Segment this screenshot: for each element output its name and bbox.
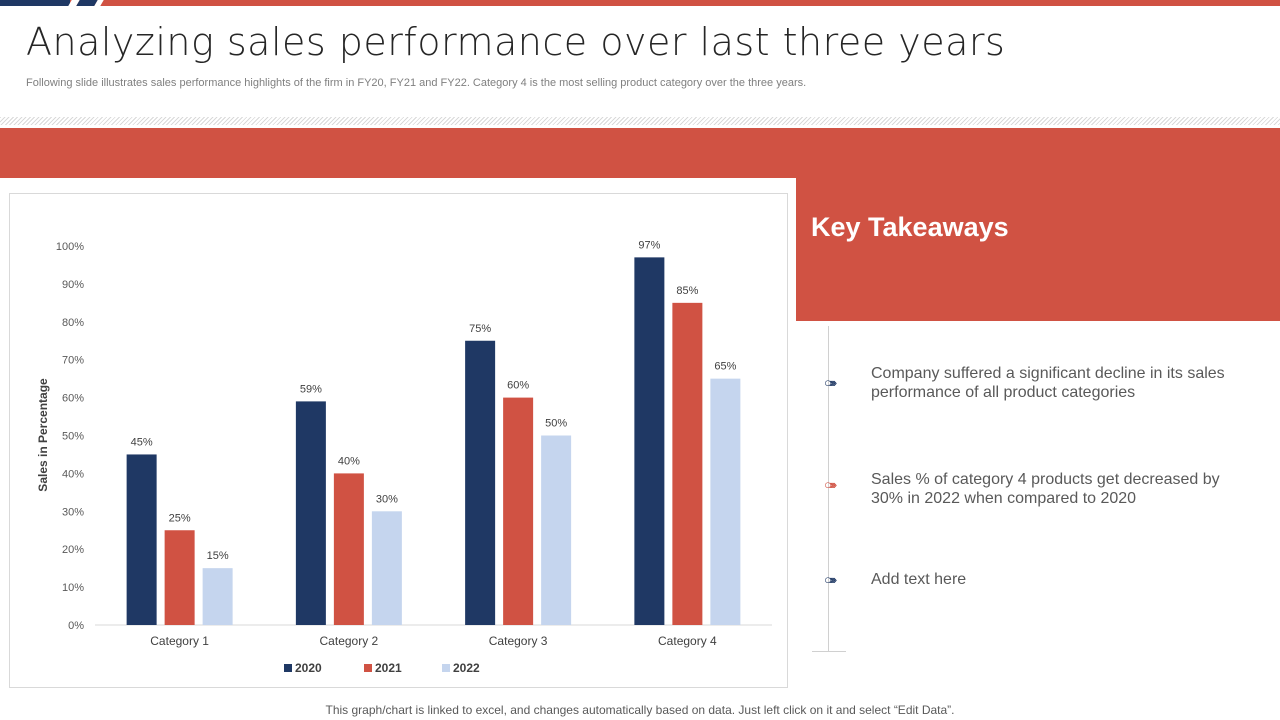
legend-label: 2022	[453, 661, 480, 675]
y-tick-label: 10%	[62, 582, 84, 594]
legend-swatch-2022	[442, 664, 450, 672]
y-tick-label: 30%	[62, 506, 84, 518]
takeaway-text: Add text here	[871, 571, 967, 588]
y-tick-label: 50%	[62, 431, 84, 443]
data-label: 45%	[131, 436, 153, 448]
bar-chart: 0% 10% 20% 30% 40% 50% 60% 70% 80% 90% 100% Sales i…	[36, 239, 772, 675]
chevrons-right-icon: ○››››	[824, 477, 837, 492]
y-tick-label: 20%	[62, 544, 84, 556]
page-title: Analyzing sales performance over last th…	[26, 20, 1006, 64]
hatch-divider	[0, 117, 1280, 125]
takeaway-text: Company suffered a significant decline i…	[871, 365, 1225, 401]
y-tick-label: 40%	[62, 468, 84, 480]
key-takeaways-heading: Key Takeaways	[811, 212, 1009, 242]
y-tick-label: 0%	[68, 620, 84, 632]
bar-2020-1	[126, 454, 157, 625]
timeline-line	[828, 326, 829, 652]
legend-label: 2021	[375, 661, 402, 675]
data-label: 75%	[469, 323, 491, 335]
x-tick-label: Category 4	[658, 634, 717, 648]
bar-2020-3	[465, 340, 496, 625]
takeaway-text: Sales % of category 4 products get decre…	[871, 471, 1220, 507]
data-label: 25%	[169, 512, 191, 524]
chevrons-right-icon: ○››››	[824, 572, 837, 587]
data-label: 15%	[207, 550, 229, 562]
bar-2021-2	[333, 473, 364, 625]
y-tick-label: 90%	[62, 279, 84, 291]
bar-2022-1	[202, 568, 233, 625]
x-tick-label: Category 1	[150, 634, 209, 648]
y-tick-label: 100%	[56, 241, 84, 253]
y-tick-label: 60%	[62, 393, 84, 405]
top-accent-blue	[0, 0, 70, 6]
legend-swatch-2020	[284, 664, 292, 672]
x-tick-label: Category 3	[489, 634, 548, 648]
legend-label: 2020	[295, 661, 322, 675]
data-label: 30%	[376, 493, 398, 505]
y-tick-label: 80%	[62, 317, 84, 329]
data-label: 85%	[676, 285, 698, 297]
bar-2022-3	[541, 435, 572, 625]
bar-2021-1	[164, 530, 195, 625]
data-label: 97%	[638, 239, 660, 251]
bar-2021-3	[503, 397, 534, 625]
chevrons-right-icon: ○››››	[824, 375, 837, 390]
data-label: 59%	[300, 383, 322, 395]
legend-swatch-2021	[364, 664, 372, 672]
data-label: 40%	[338, 455, 360, 467]
timeline-base	[812, 651, 846, 652]
page-subtitle: Following slide illustrates sales perfor…	[26, 77, 807, 89]
footer-note: This graph/chart is linked to excel, and…	[325, 703, 955, 717]
red-band	[0, 128, 1280, 178]
bar-2020-2	[295, 401, 326, 625]
data-label: 65%	[714, 361, 736, 373]
y-tick-label: 70%	[62, 355, 84, 367]
bar-2022-4	[710, 378, 741, 625]
bar-2022-2	[371, 511, 402, 625]
top-accent-bar	[0, 0, 1280, 6]
data-label: 50%	[545, 418, 567, 430]
bar-2020-4	[634, 257, 665, 625]
x-tick-label: Category 2	[320, 634, 379, 648]
data-label: 60%	[507, 380, 529, 392]
key-takeaways-box: Key Takeaways	[796, 178, 1280, 321]
bar-2021-4	[672, 302, 703, 625]
y-axis-label: Sales in Percentage	[36, 378, 50, 492]
